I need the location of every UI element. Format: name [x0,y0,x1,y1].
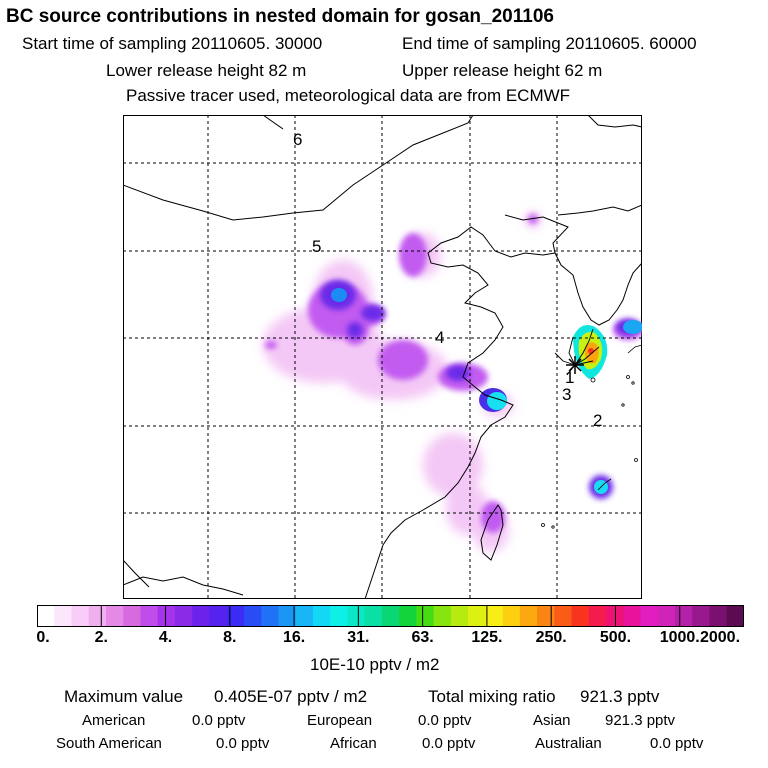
american-value: 0.0 pptv [192,712,246,729]
colorbar-swatch [157,605,176,627]
plot-title: BC source contributions in nested domain… [6,6,554,27]
trajectory-label-1: 1 [565,368,574,387]
start-time: Start time of sampling 20110605. 30000 [22,34,323,53]
map-panel: 1 2 3 4 5 6 [123,115,642,599]
colorbar-swatch [657,605,676,627]
max-value-label: Maximum value [64,687,184,706]
colorbar-frame [37,605,744,627]
hotspot-shanghai [479,388,507,412]
colorbar-label: 2. [94,629,108,646]
asian-value: 921.3 pptv [605,712,676,729]
colorbar-label: 125. [471,629,503,646]
colorbar-swatch [88,605,107,627]
trajectory-label-6: 6 [293,130,302,149]
colorbar-swatch [174,605,193,627]
colorbar-swatch [468,605,486,627]
colorbar-swatch [485,605,504,627]
colorbar-swatch [140,605,159,627]
colorbar-swatch [347,605,366,627]
australian-value: 0.0 pptv [650,735,704,752]
colorbar-swatch [364,605,383,627]
colorbar-swatch [71,605,90,627]
trajectory-label-4: 4 [435,328,444,347]
total-mixing-ratio-label: Total mixing ratio [428,687,556,706]
lat-lon-grid [123,115,642,599]
colorbar-swatch [209,605,228,627]
total-mixing-ratio-value: 921.3 pptv [580,687,660,706]
colorbar-label: 0. [36,629,50,646]
african-label: African [330,735,377,752]
receptor-marker [566,356,584,374]
colorbar-swatch [623,605,642,627]
colorbar-swatch [312,605,331,627]
european-value: 0.0 pptv [418,712,472,729]
european-label: European [307,712,373,729]
colorbar-label: 500. [599,629,632,646]
colorbar-swatch [433,605,452,627]
coastlines [123,115,642,599]
colorbar-swatch [416,605,435,627]
asian-label: Asian [533,712,571,729]
colorbar-swatch [571,605,590,627]
colorbar-label: 4. [158,629,173,646]
colorbar-swatch [692,605,711,627]
hotspot-beijing [331,288,347,302]
trajectory-label-5: 5 [312,237,321,256]
colorbar-swatch [399,605,417,627]
colorbar-swatch [519,605,538,627]
colorbar-swatch [278,605,297,627]
colorbar-swatch [105,605,124,627]
colorbar-swatch [123,605,142,627]
colorbar-swatch [192,605,211,627]
colorbar-swatch [381,605,400,627]
colorbar-label: 250. [535,629,567,646]
colorbar-label: 2000. [699,629,741,646]
colorbar-swatch [709,605,728,627]
colorbar-label: 31. [347,629,370,646]
colorbar-swatch [675,605,693,627]
end-time: End time of sampling 20110605. 60000 [402,34,697,53]
american-label: American [82,712,146,729]
colorbar-label: 1000. [659,629,700,646]
colorbar-swatch [502,605,521,627]
trajectory-label-2: 2 [593,411,602,430]
colorbar-swatch [54,605,73,627]
colorbar-units: 10E-10 pptv / m2 [310,655,440,674]
lower-release-height: Lower release height 82 m [106,61,307,80]
islands [541,344,642,529]
colorbar-swatch [243,605,262,627]
colorbar-label: 63. [411,629,434,646]
colorbar-swatch [226,605,245,627]
colorbar-label: 16. [282,629,306,646]
colorbar-label: 8. [223,629,237,646]
tracer-note: Passive tracer used, meteorological data… [126,86,571,105]
hotspot-korea-east [623,320,642,334]
colorbar-swatch [330,605,348,627]
colorbar-swatch [588,605,607,627]
colorbar-swatch [450,605,469,627]
colorbar-swatch [554,605,573,627]
colorbar [37,605,744,627]
south-american-label: South American [56,735,162,752]
colorbar-swatch [295,605,314,627]
colorbar-swatch [726,605,744,627]
trajectory-label-3: 3 [562,385,571,404]
australian-label: Australian [535,735,602,752]
colorbar-swatch [37,605,55,627]
colorbar-swatch [640,605,659,627]
max-value: 0.405E-07 pptv / m2 [214,687,368,706]
colorbar-swatch [537,605,555,627]
colorbar-swatch [261,605,280,627]
upper-release-height: Upper release height 62 m [402,61,603,80]
south-american-value: 0.0 pptv [216,735,270,752]
african-value: 0.0 pptv [422,735,476,752]
